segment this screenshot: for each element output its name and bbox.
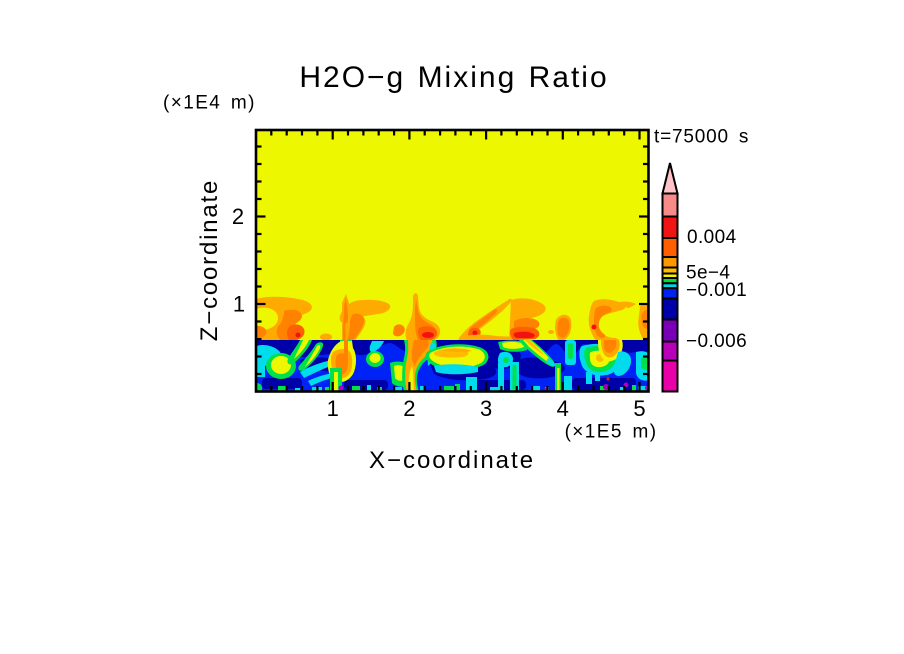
svg-text:1: 1 xyxy=(327,396,339,421)
svg-text:2: 2 xyxy=(232,204,244,229)
svg-text:1: 1 xyxy=(233,292,245,317)
svg-text:−0.006: −0.006 xyxy=(686,331,747,352)
svg-text:2: 2 xyxy=(403,396,415,421)
svg-text:(×1E5 m): (×1E5 m) xyxy=(565,422,658,443)
svg-text:5e−4: 5e−4 xyxy=(686,263,730,284)
svg-text:Z−coordinate: Z−coordinate xyxy=(196,179,223,341)
svg-text:X−coordinate: X−coordinate xyxy=(369,447,535,474)
svg-text:4: 4 xyxy=(557,396,569,421)
svg-text:H2O−g Mixing Ratio: H2O−g Mixing Ratio xyxy=(299,61,608,94)
svg-text:3: 3 xyxy=(480,396,492,421)
svg-text:(×1E4 m): (×1E4 m) xyxy=(163,93,256,114)
svg-text:t=75000 s: t=75000 s xyxy=(654,127,749,148)
svg-text:5: 5 xyxy=(633,396,645,421)
svg-text:0.004: 0.004 xyxy=(687,227,737,248)
svg-text:−0.001: −0.001 xyxy=(686,280,747,301)
